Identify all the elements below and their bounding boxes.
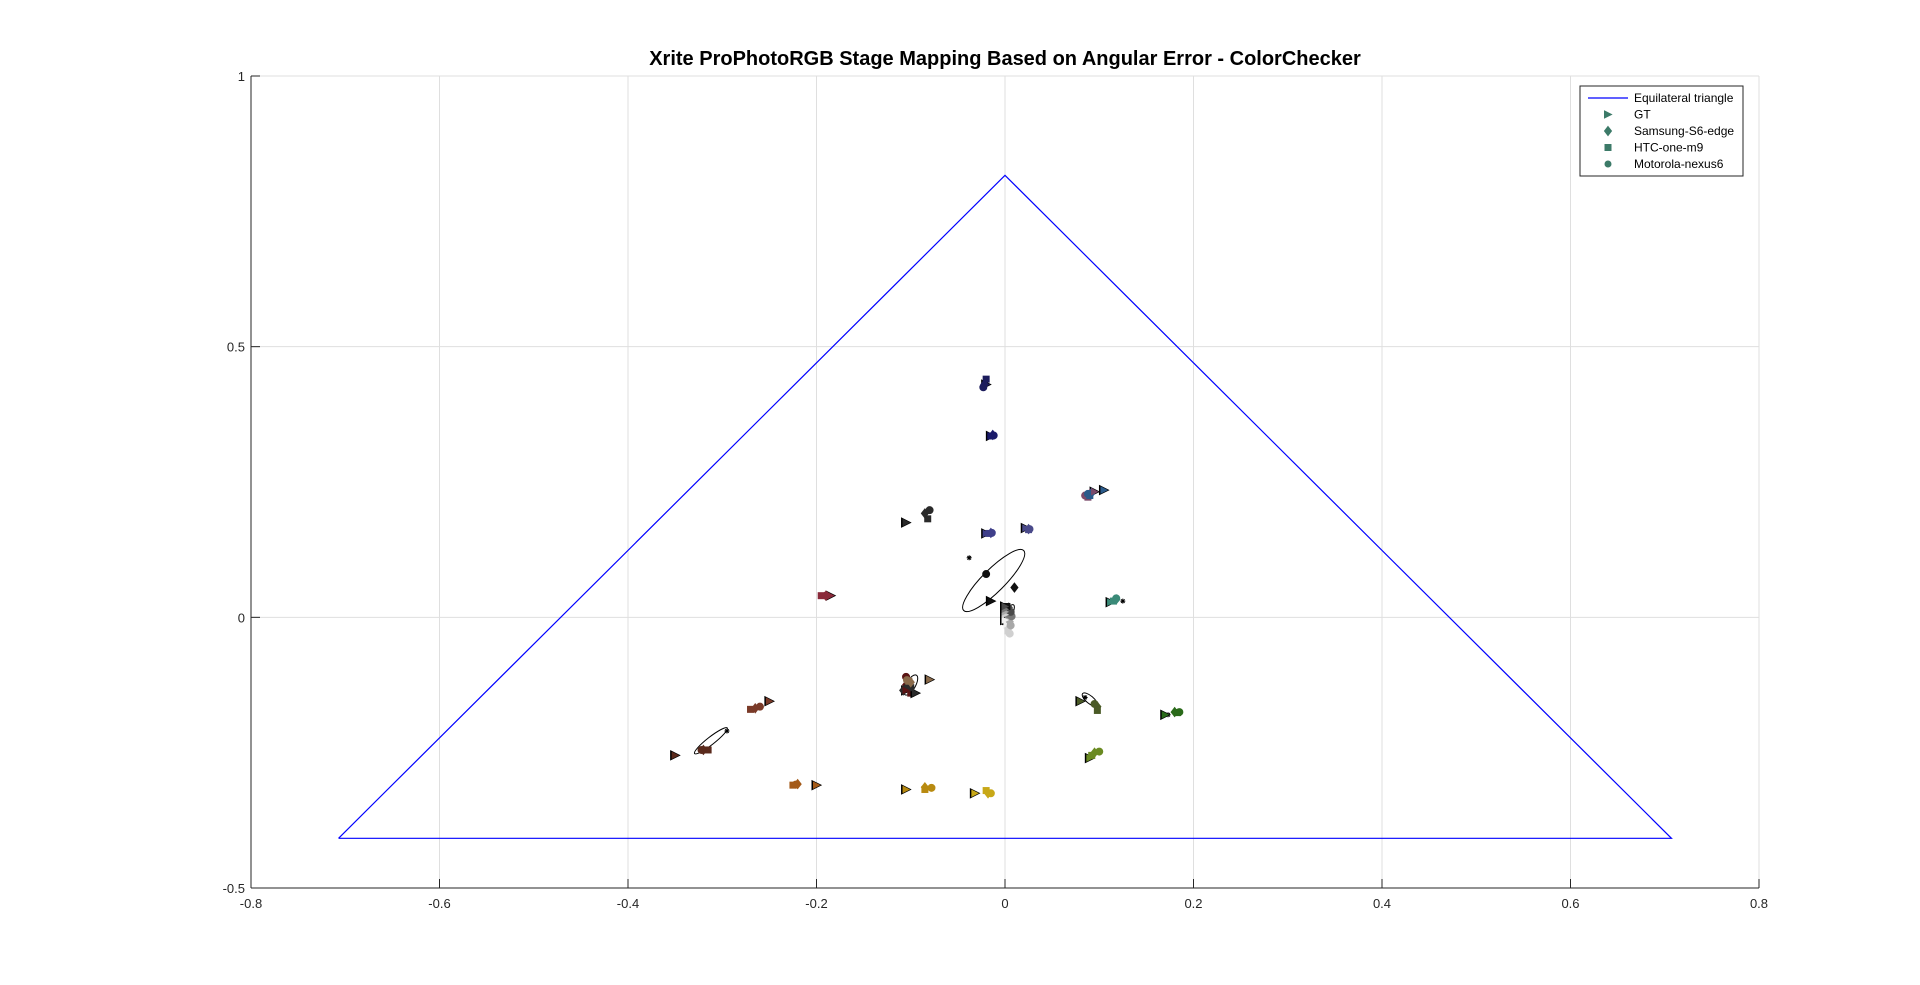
x-tick-label: -0.2 (805, 896, 827, 911)
gt-marker-fill (671, 751, 680, 760)
gt-marker-fill (1086, 754, 1094, 762)
equilateral-triangle (338, 174, 1673, 839)
gt-marker-fill (1001, 616, 1010, 624)
legend[interactable]: Equilateral triangle GT Samsung-S6-edge HTC… (1579, 85, 1744, 177)
error-ellipse (693, 727, 728, 755)
legend-item[interactable]: Equilateral triangle (1588, 91, 1734, 105)
legend-label: HTC-one-m9 (1634, 141, 1704, 155)
x-tick-label: 0.4 (1373, 896, 1391, 911)
gt-marker-fill (765, 697, 774, 706)
motorola-nexus6-marker (697, 745, 706, 754)
x-tick-label: 0 (1001, 896, 1008, 911)
legend-circle-icon (1604, 160, 1612, 168)
x-tick-label: -0.8 (240, 896, 262, 911)
y-tick-label: 0.5 (227, 340, 245, 355)
gt-marker-fill (982, 380, 991, 389)
htc-one-m9-marker (921, 785, 929, 793)
y-tick-label: -0.5 (223, 881, 245, 896)
legend-label: Samsung-S6-edge (1634, 124, 1734, 138)
triangle-layer (338, 174, 1673, 839)
htc-one-m9-marker (747, 705, 755, 713)
legend-label: GT (1634, 108, 1651, 122)
axes: -0.8 -0.6 -0.4 -0.2 0 0.2 0.4 0.6 0.8 -0.5 0 0.5 1 (223, 69, 1768, 911)
y-tick-label: 1 (238, 69, 245, 84)
legend-item[interactable]: Samsung-S6-edge (1603, 124, 1735, 138)
gt-marker-fill (902, 686, 911, 695)
motorola-nexus6-marker (1095, 747, 1104, 756)
gt-marker-fill (987, 432, 995, 440)
gt-marker-fill (1107, 598, 1115, 606)
legend-item[interactable]: Motorola-nexus6 (1604, 157, 1724, 171)
motorola-nexus6-marker (1175, 708, 1184, 717)
gt-marker-fill (902, 785, 911, 794)
htc-one-m9-marker (924, 515, 932, 523)
motorola-nexus6-marker (927, 783, 936, 792)
gt-marker-fill (1161, 710, 1170, 719)
motorola-nexus6-marker (987, 528, 996, 537)
gt-marker-fill (987, 597, 995, 605)
gt-marker-fill (813, 781, 821, 789)
motorola-nexus6-marker (986, 789, 995, 798)
legend-square-icon (1604, 144, 1612, 151)
gt-marker-fill (982, 529, 991, 538)
motorola-nexus6-marker (1090, 699, 1099, 708)
motorola-nexus6-marker (755, 702, 764, 711)
star-marker (724, 728, 730, 734)
legend-triangle-right-icon (1604, 110, 1613, 119)
motorola-nexus6-marker (791, 780, 800, 789)
gt-marker-fill (911, 689, 920, 697)
motorola-nexus6-marker (925, 506, 934, 515)
legend-item[interactable]: HTC-one-m9 (1604, 141, 1704, 155)
legend-diamond-icon (1603, 125, 1613, 137)
motorola-nexus6-marker (902, 676, 911, 685)
motorola-nexus6-marker (982, 570, 991, 579)
motorola-nexus6-marker (1006, 621, 1015, 630)
x-tick-label: 0.2 (1184, 896, 1202, 911)
x-tick-label: -0.4 (617, 896, 639, 911)
marker-layer (670, 375, 1184, 799)
gt-marker-fill (1091, 487, 1099, 496)
x-tick-label: -0.6 (428, 896, 450, 911)
star-marker (1120, 598, 1126, 604)
legend-label: Motorola-nexus6 (1634, 157, 1724, 171)
htc-one-m9-marker (1093, 706, 1101, 714)
gt-marker-fill (902, 518, 911, 527)
legend-item[interactable]: GT (1604, 108, 1652, 122)
y-tick-label: 0 (238, 610, 245, 625)
samsung-s6-edge-marker (1010, 582, 1019, 593)
gt-marker-fill (1100, 486, 1109, 494)
legend-label: Equilateral triangle (1634, 91, 1734, 105)
gt-marker-fill (827, 591, 835, 600)
x-tick-label: 0.6 (1561, 896, 1579, 911)
htc-one-m9-marker (982, 375, 990, 383)
motorola-nexus6-marker (1112, 594, 1121, 603)
gt-marker-fill (1076, 697, 1085, 706)
htc-one-m9-marker (704, 746, 712, 754)
gt-marker-fill (1001, 602, 1010, 611)
motorola-nexus6-marker (1005, 629, 1014, 638)
star-marker (966, 555, 972, 561)
motorola-nexus6-marker (1083, 489, 1092, 498)
star-marker (1082, 694, 1088, 700)
gt-marker-fill (971, 789, 979, 798)
x-tick-label: 0.8 (1750, 896, 1768, 911)
gt-marker-fill (1022, 524, 1030, 532)
gt-marker-fill (926, 675, 934, 684)
chart-title: Xrite ProPhotoRGB Stage Mapping Based on… (649, 48, 1361, 70)
